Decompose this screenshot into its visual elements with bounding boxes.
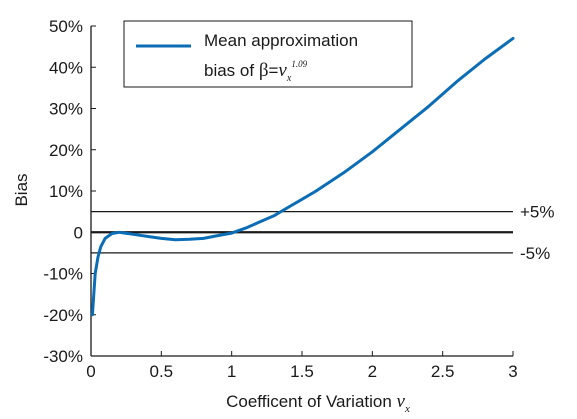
x-axis-label-text: Coefficent of Variation: [226, 392, 396, 411]
x-tick-label: 1.5: [290, 362, 314, 381]
y-tick-label: 20%: [49, 141, 83, 160]
x-tick-label: 0.5: [150, 362, 174, 381]
bias-series-line: [90, 36, 515, 317]
x-axis-label: Coefficent of Variation vx: [226, 391, 410, 415]
y-tick-label: 50%: [49, 17, 83, 36]
x-tick-label: 2.5: [431, 362, 455, 381]
x-tick-label: 2: [368, 362, 377, 381]
x-tick-label: 3: [508, 362, 517, 381]
x-tick-label: 1: [227, 362, 236, 381]
legend-var: v: [278, 60, 287, 81]
legend: Mean approximation bias of β=vx 1.09: [123, 20, 413, 88]
y-tick-label: -10%: [43, 265, 83, 284]
x-tick-label: 0: [86, 362, 95, 381]
x-axis-label-sub: x: [404, 403, 410, 415]
series-layer: [90, 36, 515, 317]
legend-sub: x: [286, 73, 292, 84]
y-tick-label: -30%: [43, 347, 83, 366]
y-tick-label: 10%: [49, 182, 83, 201]
y-axis-label: Bias: [12, 173, 31, 206]
legend-equals: =: [268, 61, 278, 80]
plus5-label: +5%: [520, 203, 555, 222]
minus5-label: -5%: [520, 244, 550, 263]
legend-line2: bias of β=vx 1.09: [204, 59, 308, 84]
tick-labels: -30% -20% -10% 0 10% 20% 30% 40% 50% 0 0.5 1 1.5 2 2.5…: [43, 17, 517, 381]
legend-line2-prefix: bias of: [204, 61, 259, 80]
y-tick-label: 40%: [49, 58, 83, 77]
y-tick-label: 30%: [49, 100, 83, 119]
x-axis-label-var: v: [397, 391, 406, 412]
legend-exponent: 1.09: [291, 59, 307, 69]
legend-box: [123, 20, 413, 88]
legend-line1: Mean approximation: [204, 31, 358, 50]
y-tick-label: 0: [74, 223, 83, 242]
y-tick-label: -20%: [43, 306, 83, 325]
legend-beta: β: [259, 60, 269, 81]
reference-lines: +5% -5%: [91, 203, 555, 263]
